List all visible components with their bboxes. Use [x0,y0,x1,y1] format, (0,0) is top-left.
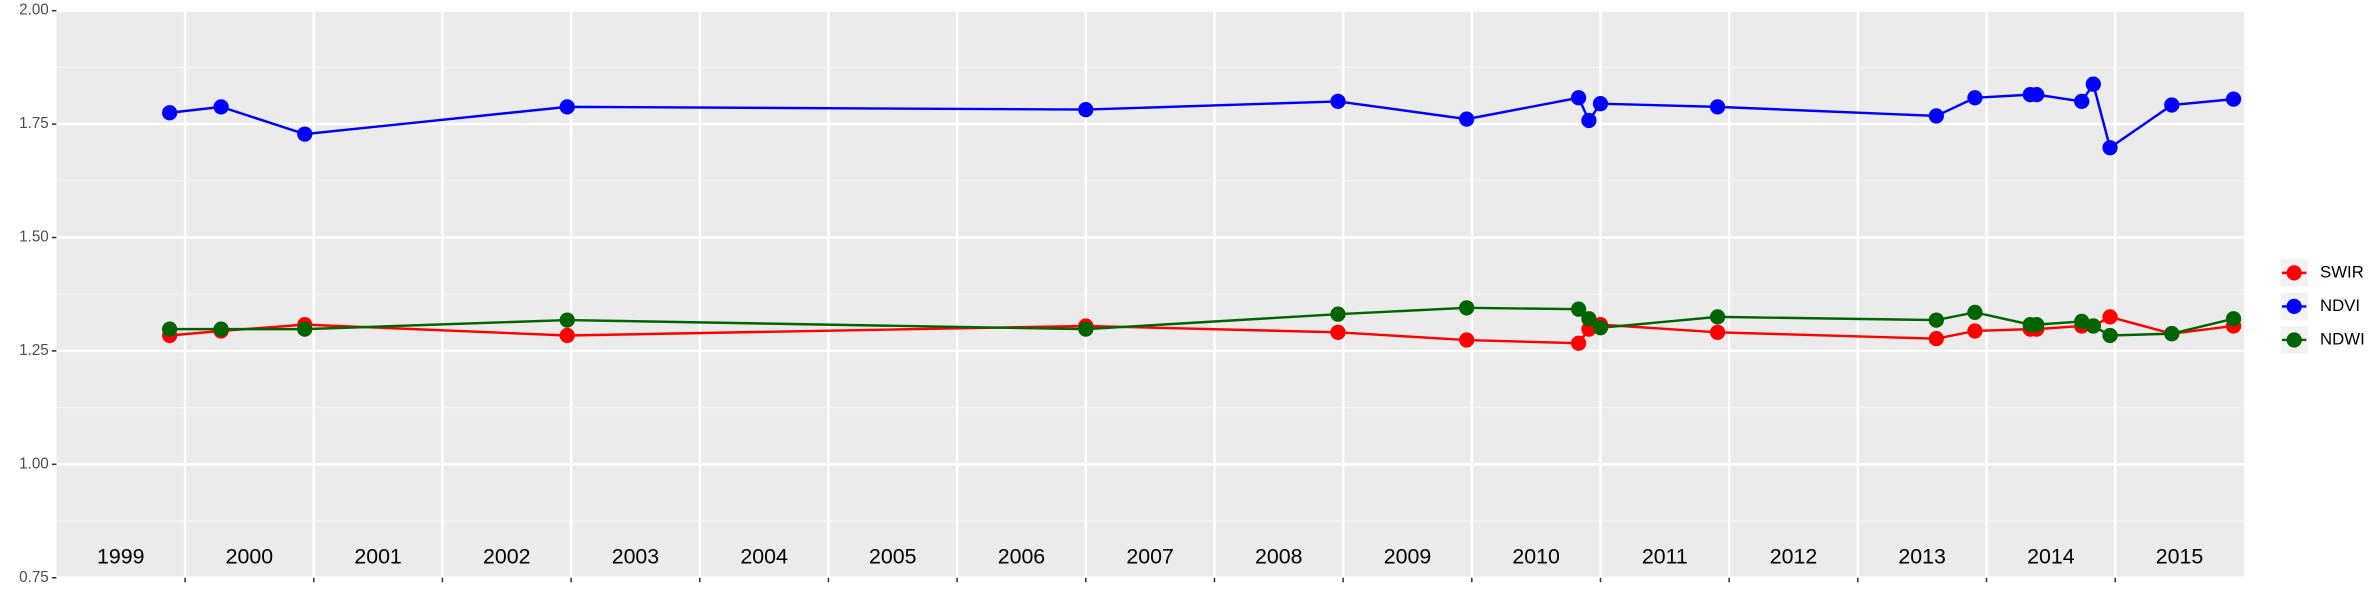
point [2164,97,2180,113]
point [2164,326,2180,342]
point [162,105,178,121]
point [162,321,178,337]
point [1967,323,1983,339]
year-label: 2013 [1898,545,1945,569]
legend-point [2286,298,2302,315]
point [1581,112,1597,129]
point [1078,321,1094,337]
point [2074,93,2090,110]
point [1967,90,1983,106]
year-label: 2006 [998,545,1045,569]
point [1570,335,1587,351]
point [2074,313,2090,330]
point [2102,309,2118,325]
legend-label: NDWI [2320,329,2365,348]
year-label: 2003 [612,545,659,569]
year-label: 2005 [869,545,916,569]
point [297,126,313,142]
point [1709,99,1726,115]
point [559,312,575,328]
point [2225,91,2242,107]
point [1330,306,1346,322]
year-label: 2014 [2027,545,2075,569]
point [2102,140,2118,156]
point [1928,312,1944,328]
y-tick-label: 1.00 [19,455,49,472]
y-tick-label: 1.50 [19,229,49,246]
point [1592,96,1609,112]
point [1330,93,1346,110]
point [2085,318,2101,334]
point [1078,101,1094,118]
y-tick-label: 1.75 [19,115,49,132]
legend-label: NDVI [2320,296,2360,315]
y-tick-label: 1.25 [19,342,49,359]
point [1928,108,1944,124]
point [1459,300,1475,316]
point [1570,90,1587,106]
point [1330,324,1346,340]
legend-point [2286,332,2302,348]
legend-point [2286,265,2302,281]
point [1570,301,1587,317]
point [1967,304,1983,320]
year-label: 2008 [1255,545,1302,569]
year-label: 2011 [1642,545,1688,569]
legend-label: SWIR [2320,262,2364,281]
point [2085,76,2101,92]
y-tick-label: 0.75 [19,569,49,586]
year-label: 2004 [740,545,788,569]
point [1592,320,1609,336]
year-label: 1999 [97,545,144,569]
point [1709,309,1726,325]
y-tick-label: 2.00 [19,2,49,19]
point [1459,111,1475,127]
point [2029,86,2045,103]
point [1459,332,1475,348]
point [1709,324,1726,340]
year-label: 2000 [226,545,274,569]
year-label: 2010 [1512,545,1560,569]
point [559,99,575,115]
point [1581,321,1597,337]
year-label: 2015 [2156,545,2203,569]
year-label: 2002 [483,545,530,569]
point [2029,316,2045,333]
year-label: 2012 [1770,545,1817,569]
point [213,99,229,115]
point [2225,311,2242,327]
year-label: 2009 [1384,545,1431,569]
point [2102,327,2118,344]
point [1581,311,1597,327]
point [297,321,313,337]
point [559,327,575,344]
year-label: 2001 [354,545,401,569]
point [213,321,229,337]
year-label: 2007 [1126,545,1173,569]
point [1928,331,1944,347]
